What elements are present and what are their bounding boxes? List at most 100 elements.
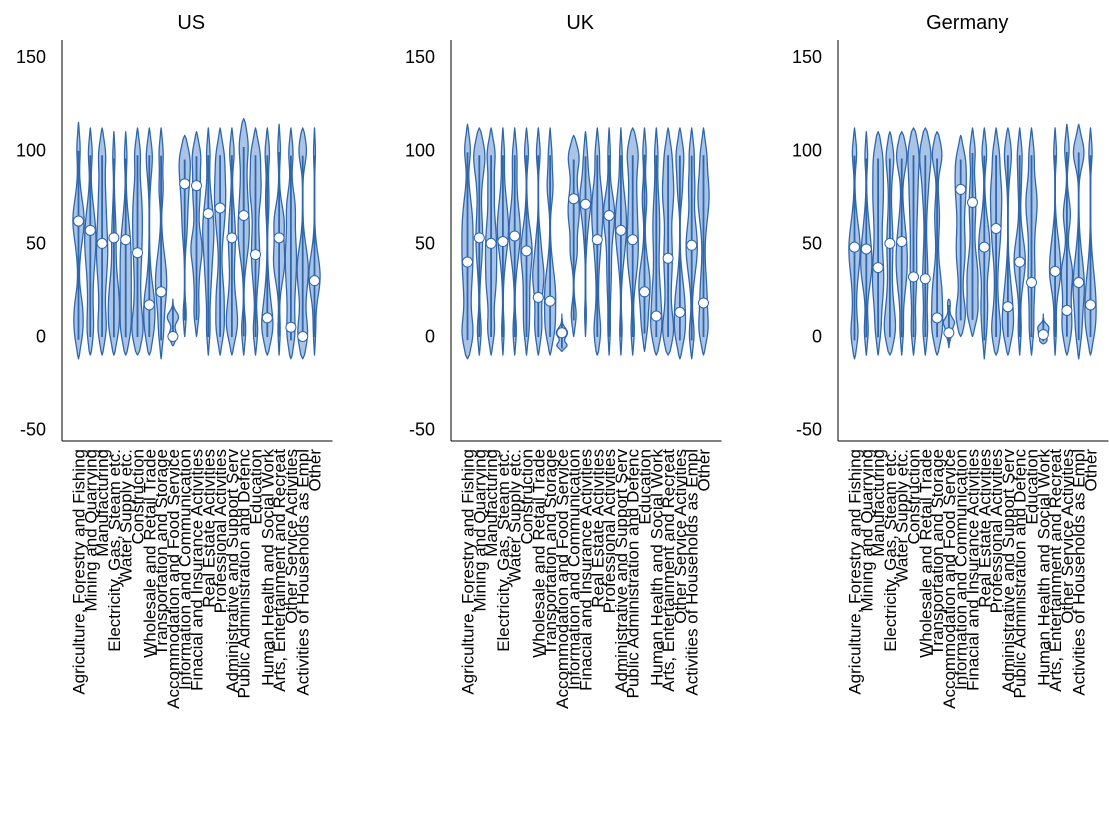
median-marker [297, 331, 309, 342]
median-marker [143, 299, 155, 311]
panel-title: UK [566, 12, 594, 34]
x-tick-label: Real Estate Activities [975, 449, 994, 608]
panel-germany: Germany -50 0 50 100 150 Agriculture, Forestry… [792, 12, 1109, 709]
median-marker [96, 237, 108, 249]
x-tick-label: Wholesale and Retail Trade [140, 449, 159, 658]
x-tick-label: Water Supply etc. [117, 449, 136, 583]
x-tick-label: Transportation and Storage [152, 449, 171, 655]
x-tick-label: Construction [518, 449, 537, 544]
median-marker [662, 252, 674, 264]
x-tick-label: Water Supply etc. [506, 449, 525, 583]
y-tick-label: 0 [425, 327, 435, 347]
x-tick-label: Water Supply etc. [893, 449, 912, 583]
median-marker [214, 202, 226, 214]
median-marker [896, 236, 908, 248]
x-tick-label: Electricity, Gas, Steam etc. [494, 449, 513, 652]
median-marker [1037, 329, 1049, 341]
median-marker [120, 234, 132, 246]
median-marker [462, 256, 473, 268]
median-marker [603, 209, 615, 221]
y-tick-label: 100 [16, 140, 46, 160]
median-marker [226, 232, 238, 244]
x-tick-label: Arts, Entertainment and Recreat [1046, 449, 1065, 692]
median-marker [639, 286, 650, 298]
median-marker [309, 275, 320, 287]
x-tick-label: Other [1082, 449, 1101, 492]
x-tick-label: Real Estate Activities [199, 449, 218, 608]
x-tick-label: Professional Activities [211, 449, 230, 613]
median-marker [238, 209, 250, 221]
x-tick-label: Other Service Activities [282, 449, 301, 624]
y-tick-label: -50 [796, 420, 822, 440]
median-marker [167, 331, 179, 342]
x-tick-label: Information and Communication [565, 449, 584, 690]
median-marker [261, 312, 273, 324]
x-tick-label: Professional Activities [600, 449, 619, 613]
median-marker [686, 239, 698, 251]
y-tick-label: -50 [20, 420, 46, 440]
panel-us: US -50 0 50 100 150 Agriculture, Forestry and … [16, 12, 333, 709]
x-tick-label: Manufacturing [93, 449, 112, 557]
x-tick-label: Wholesale and Retail Trade [916, 449, 935, 658]
median-marker [698, 297, 709, 309]
median-marker [84, 224, 96, 236]
y-tick-label: 0 [36, 327, 46, 347]
x-tick-label: Education [636, 449, 655, 525]
median-marker [627, 234, 639, 246]
median-marker [1073, 277, 1085, 289]
x-tick-label: Other [695, 449, 714, 492]
x-tick-label: Public Administration and Defenc [235, 449, 254, 699]
x-tick-label: Human Health and Social Work [258, 449, 277, 686]
median-marker [943, 327, 955, 339]
median-marker [250, 249, 261, 261]
x-tick-label: Human Health and Social Work [647, 449, 666, 686]
median-marker [650, 310, 662, 322]
panel-title: US [177, 12, 205, 34]
median-marker [179, 178, 191, 190]
median-marker [132, 247, 143, 259]
x-tick-label: Other Service Activities [1058, 449, 1077, 624]
x-tick-label: Manufacturing [869, 449, 888, 557]
median-marker [1049, 265, 1061, 277]
x-tick-label: Agriculture, Forestry and Fishing [459, 449, 478, 695]
y-tick-label: 150 [792, 47, 822, 67]
median-marker [473, 232, 485, 244]
x-tick-label: Activities of Households as Empl [683, 449, 702, 696]
x-tick-label: Finacial and Insurance Activities [188, 449, 207, 691]
median-marker [674, 306, 686, 318]
median-marker [860, 243, 872, 255]
x-tick-label: Mining and Quarrying [857, 449, 876, 612]
x-tick-label: Accommodation and Food Service [164, 449, 183, 709]
x-tick-label: Real Estate Activities [588, 449, 607, 608]
median-marker [884, 237, 896, 249]
median-marker [931, 312, 943, 324]
panel-uk: UK -50 0 50 100 150 Agriculture, Forestry and … [405, 12, 722, 709]
x-tick-label: Administrative and Support Serv [612, 449, 631, 693]
median-marker [978, 241, 990, 253]
x-tick-label: Electricity, Gas, Steam etc. [881, 449, 900, 652]
x-tick-label: Agriculture, Forestry and Fishing [846, 449, 865, 695]
y-tick-label: 150 [16, 47, 46, 67]
x-tick-label: Mining and Quarrying [470, 449, 489, 612]
median-marker [990, 223, 1002, 235]
x-tick-label: Accommodation and Food Service [553, 449, 572, 709]
median-marker [1026, 277, 1037, 289]
x-tick-label: Information and Communication [952, 449, 971, 690]
x-tick-label: Administrative and Support Serv [223, 449, 242, 693]
y-tick-label: 0 [812, 327, 822, 347]
median-marker [191, 180, 202, 192]
median-marker [1061, 304, 1073, 316]
median-marker [73, 215, 84, 227]
x-tick-label: Arts, Entertainment and Recreat [270, 449, 289, 692]
median-marker [285, 321, 297, 333]
median-marker [155, 286, 167, 298]
median-marker [532, 291, 544, 303]
x-tick-label: Agriculture, Forestry and Fishing [70, 449, 89, 695]
median-marker [202, 208, 214, 220]
y-tick-label: 100 [792, 140, 822, 160]
x-tick-label: Wholesale and Retail Trade [529, 449, 548, 658]
panel-title: Germany [926, 12, 1008, 34]
median-marker [955, 183, 967, 195]
x-tick-label: Transportation and Storage [541, 449, 560, 655]
